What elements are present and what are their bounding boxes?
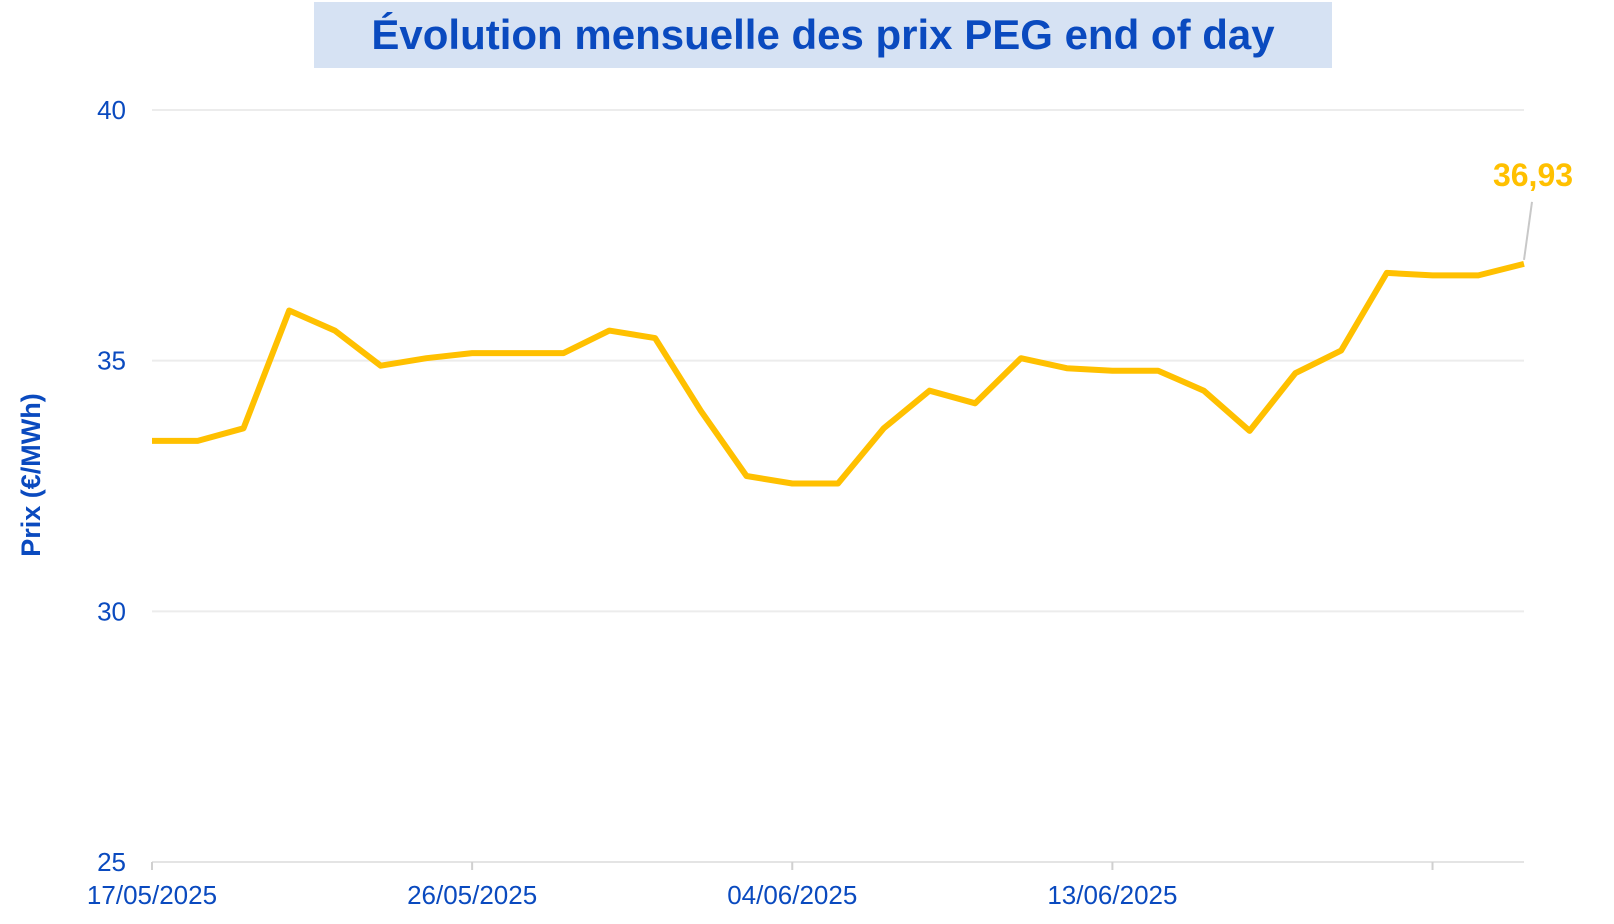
grid-lines	[152, 109, 1524, 613]
y-tick-label-25: 25	[97, 847, 126, 877]
x-tick-label: 13/06/2025	[1047, 880, 1177, 910]
y-axis-ticks: 25 30 35 40	[97, 95, 126, 877]
x-tick-label: 17/05/2025	[87, 880, 217, 910]
y-tick-label-30: 30	[97, 596, 126, 626]
annotation-leader-line	[1523, 201, 1533, 261]
y-tick-label-40: 40	[97, 95, 126, 125]
x-tick-label: 04/06/2025	[727, 880, 857, 910]
x-axis-ticks: 17/05/2025 26/05/2025 04/06/2025 13/06/2025	[87, 862, 1434, 910]
x-tick-label: 26/05/2025	[407, 880, 537, 910]
y-axis-label: Prix (€/MWh)	[16, 393, 46, 557]
annotation-group: 36,93	[1493, 157, 1573, 261]
chart-title: Évolution mensuelle des prix PEG end of …	[371, 11, 1275, 58]
chart-title-box: Évolution mensuelle des prix PEG end of …	[314, 2, 1332, 68]
series-group	[152, 260, 1525, 487]
annotation-label: 36,93	[1493, 157, 1573, 193]
series-line-0	[152, 260, 1525, 487]
y-tick-label-35: 35	[97, 346, 126, 376]
